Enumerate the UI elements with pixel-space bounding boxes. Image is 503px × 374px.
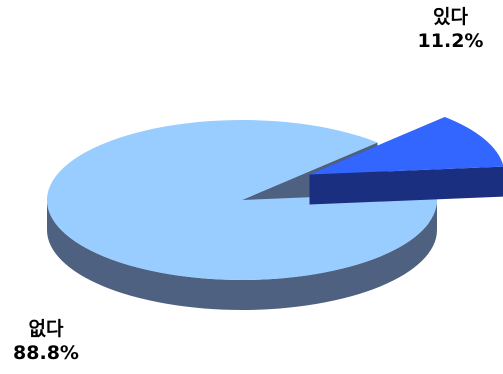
- slice-label-yes-name: 있다: [433, 6, 468, 28]
- slice-label-no: 없다 88.8%: [0, 318, 92, 366]
- slice-label-no-name: 없다: [28, 318, 64, 340]
- slice-no-side: [47, 200, 437, 310]
- pie-slices-group: [47, 116, 503, 310]
- slice-label-yes-value: 11.2%: [417, 29, 484, 52]
- slice-label-no-value: 88.8%: [13, 341, 79, 364]
- slice-yes-wall-end: [309, 166, 503, 205]
- slice-yes-top: [309, 116, 503, 175]
- slice-no-top: [47, 120, 438, 280]
- slice-label-yes: 있다 11.2%: [398, 6, 503, 54]
